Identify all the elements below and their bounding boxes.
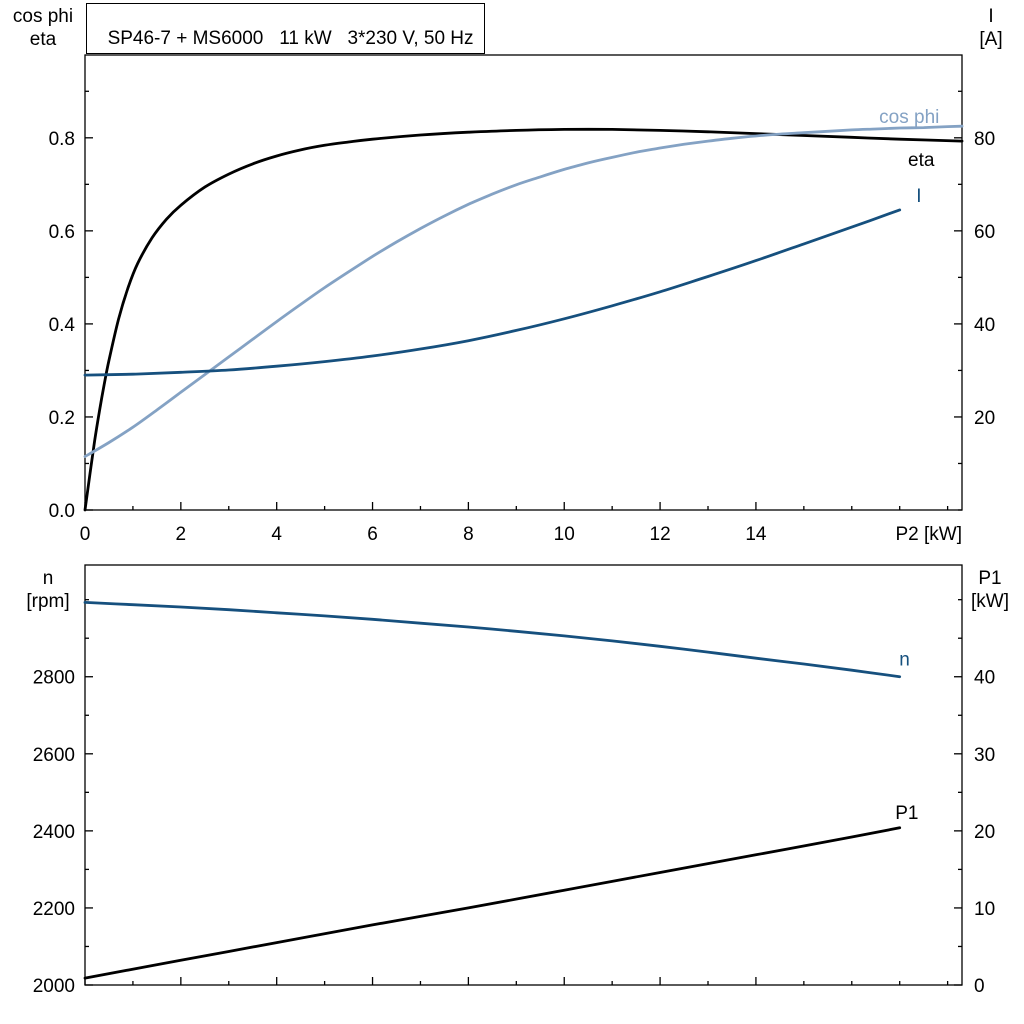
eta-curve-label: eta bbox=[908, 150, 935, 171]
cos phi-curve bbox=[83, 124, 964, 458]
chart-bottom: 2000 2200 2400 2600 2800 0 10 20 30 40 n P1 bbox=[33, 564, 995, 997]
I-curve bbox=[83, 208, 902, 377]
top-chart-left-axis-header: cos phi eta bbox=[4, 5, 82, 51]
right-axis-header-line2: [A] bbox=[979, 29, 1003, 50]
bottom-chart-left-axis-header: n [rpm] bbox=[16, 567, 80, 613]
right-axis-header-line1: I bbox=[988, 6, 994, 27]
y-right-tick-label: 30 bbox=[974, 745, 995, 766]
n-curve-label: n bbox=[899, 649, 910, 670]
y-right-tick-label: 80 bbox=[974, 129, 995, 150]
x-axis-label: P2 [kW] bbox=[895, 524, 962, 545]
y-right-tick-label: 40 bbox=[974, 315, 995, 336]
I-curve-label: I bbox=[916, 186, 921, 207]
right-axis-header-line2: [kW] bbox=[971, 591, 1009, 612]
y-right-tick-label: 20 bbox=[974, 822, 995, 843]
y-right-tick-label: 10 bbox=[974, 899, 995, 920]
x-tick-label: 10 bbox=[554, 524, 575, 545]
x-tick-label: 14 bbox=[745, 524, 767, 545]
right-axis-header-line1: P1 bbox=[978, 568, 1002, 589]
left-axis-header-line1: cos phi bbox=[12, 6, 74, 27]
P1-curve-label: P1 bbox=[895, 803, 918, 824]
P1-curve bbox=[83, 826, 902, 980]
y-left-tick-label: 0.8 bbox=[49, 129, 75, 150]
y-left-tick-label: 0.4 bbox=[49, 315, 76, 336]
y-left-tick-label: 2400 bbox=[33, 822, 75, 843]
bottom-chart-right-axis-header: P1 [kW] bbox=[960, 567, 1020, 613]
x-tick-label: 12 bbox=[650, 524, 671, 545]
left-axis-header-line1: n bbox=[42, 568, 54, 589]
x-tick-label: 0 bbox=[80, 524, 91, 545]
y-left-tick-label: 2800 bbox=[33, 668, 75, 689]
x-tick-label: 8 bbox=[463, 524, 474, 545]
y-right-tick-label: 20 bbox=[974, 408, 995, 429]
chart-title-box: SP46-7 + MS6000 11 kW 3*230 V, 50 Hz bbox=[86, 3, 485, 54]
y-left-tick-label: 2000 bbox=[33, 976, 75, 997]
left-axis-header-line2: [rpm] bbox=[26, 591, 70, 612]
n-curve bbox=[83, 601, 902, 679]
left-axis-header-line2: eta bbox=[29, 29, 57, 50]
y-left-tick-label: 0.6 bbox=[49, 222, 75, 243]
y-left-tick-label: 0.0 bbox=[49, 501, 75, 522]
x-tick-label: 2 bbox=[176, 524, 187, 545]
y-right-tick-label: 60 bbox=[974, 222, 995, 243]
top-chart-right-axis-header: I [A] bbox=[962, 5, 1020, 51]
cos phi-curve-label: cos phi bbox=[879, 107, 939, 128]
plot-frame bbox=[84, 54, 963, 511]
y-right-tick-label: 0 bbox=[974, 976, 985, 997]
x-tick-label: 4 bbox=[271, 524, 282, 545]
plot-frame bbox=[84, 564, 963, 986]
y-right-tick-label: 40 bbox=[974, 668, 995, 689]
chart-title: SP46-7 + MS6000 11 kW 3*230 V, 50 Hz bbox=[107, 28, 474, 49]
x-tick-label: 6 bbox=[367, 524, 378, 545]
chart-top: 0 2 4 6 8 10 12 14 P2 [kW] 0.0 0.2 0.4 0.6 0.8 20 40 60 8… bbox=[49, 54, 995, 545]
y-left-tick-label: 2600 bbox=[33, 745, 75, 766]
y-left-tick-label: 0.2 bbox=[49, 408, 75, 429]
y-left-tick-label: 2200 bbox=[33, 899, 75, 920]
eta-curve bbox=[83, 127, 964, 512]
